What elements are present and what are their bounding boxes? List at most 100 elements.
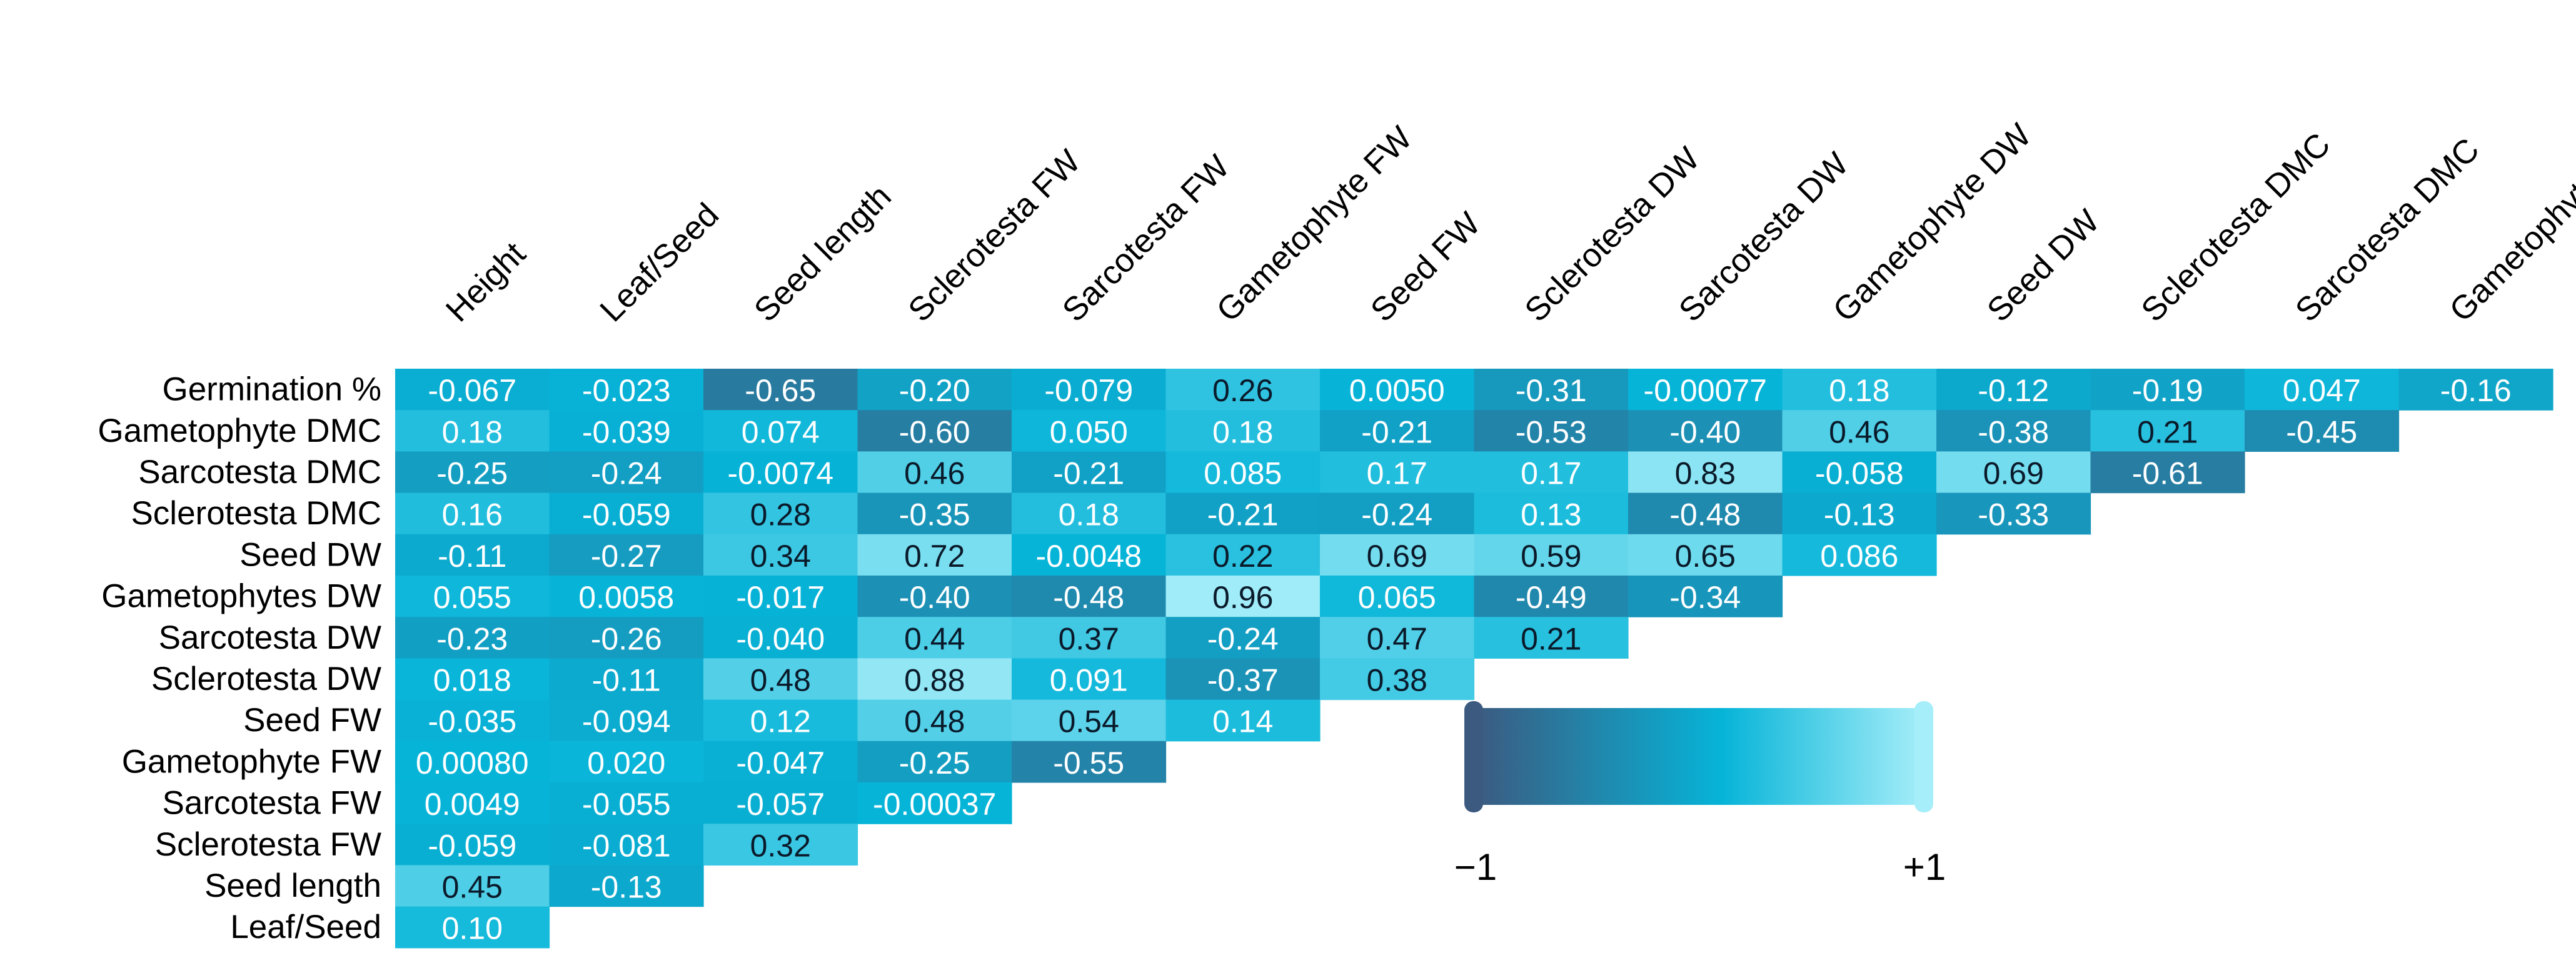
cell-rect: [857, 534, 1012, 576]
cell-rect: [1782, 410, 1937, 452]
heatmap-cell: -0.059: [549, 492, 704, 535]
cell-value: -0.48: [1053, 580, 1124, 615]
heatmap-cell: 0.46: [857, 451, 1012, 494]
cell-rect: [1320, 576, 1475, 617]
heatmap-cell: -0.65: [703, 369, 858, 411]
heatmap-cell: 0.28: [703, 492, 858, 535]
heatmap-cell: 0.21: [1474, 617, 1629, 659]
cell-value: 0.22: [1212, 539, 1273, 574]
cell-rect: [1320, 658, 1475, 701]
cell-value: -0.49: [1516, 580, 1587, 615]
heatmap-cell: -0.11: [549, 658, 704, 701]
heatmap-cell: 0.72: [857, 534, 1012, 576]
cell-rect: [1474, 492, 1629, 535]
cell-value: -0.067: [428, 373, 516, 408]
heatmap-cell: -0.60: [857, 410, 1012, 452]
row-label-leaf-seed: Leaf/Seed: [230, 909, 381, 946]
cell-rect: [1474, 534, 1629, 576]
cell-value: -0.13: [591, 870, 662, 905]
cell-value: 0.46: [1829, 414, 1889, 449]
column-label-seed-fw: Seed FW: [1364, 206, 1487, 329]
heatmap-cell: -0.13: [549, 865, 704, 907]
cell-value: 0.18: [442, 414, 503, 449]
cell-value: -0.40: [1669, 414, 1741, 449]
cell-rect: [395, 658, 550, 701]
cell-value: -0.24: [1207, 621, 1279, 656]
cell-rect: [703, 658, 858, 701]
heatmap-cell: 0.69: [1936, 451, 2091, 494]
heatmap-cell: 0.44: [857, 617, 1012, 659]
cell-value: 0.14: [1212, 704, 1273, 739]
heatmap-cell: -0.34: [1628, 576, 1783, 617]
cell-rect: [1012, 576, 1167, 617]
heatmap-cell: 0.050: [1012, 410, 1167, 452]
cell-rect: [395, 492, 550, 535]
cell-rect: [395, 576, 550, 617]
heatmap-cell: 0.48: [857, 699, 1012, 742]
cell-rect: [549, 534, 704, 576]
heatmap-cell: -0.21: [1320, 410, 1475, 452]
cell-rect: [549, 451, 704, 494]
cell-rect: [395, 410, 550, 452]
cell-rect: [2090, 369, 2245, 411]
heatmap-cell: -0.047: [703, 741, 858, 783]
heatmap-cell: -0.023: [549, 369, 704, 411]
cell-value: 0.12: [750, 704, 811, 739]
cell-rect: [1012, 658, 1167, 701]
cell-value: 0.37: [1059, 621, 1119, 656]
cell-value: -0.0048: [1035, 539, 1142, 574]
cell-value: 0.96: [1212, 580, 1273, 615]
heatmap-cell: 0.12: [703, 699, 858, 742]
cell-rect: [2090, 410, 2245, 452]
heatmap-cell: -0.55: [1012, 741, 1167, 783]
cell-value: 0.18: [1829, 373, 1889, 408]
cell-rect: [1165, 699, 1321, 742]
cell-value: 0.18: [1059, 497, 1119, 532]
heatmap-cell: -0.24: [549, 451, 704, 494]
cell-value: 0.54: [1059, 704, 1119, 739]
heatmap-cell: 0.17: [1474, 451, 1629, 494]
heatmap-cell: 0.086: [1782, 534, 1937, 576]
cell-rect: [1628, 410, 1783, 452]
cell-rect: [703, 824, 858, 866]
cell-rect: [1320, 534, 1475, 576]
legend-max-cap: [1914, 701, 1933, 812]
cell-rect: [857, 658, 1012, 701]
cell-rect: [1165, 617, 1321, 659]
heatmap-cell: -0.24: [1165, 617, 1321, 659]
heatmap-cell: -0.38: [1936, 410, 2091, 452]
heatmap-cell: -0.48: [1012, 576, 1167, 617]
cell-rect: [703, 492, 858, 535]
cell-value: -0.21: [1361, 414, 1432, 449]
cell-rect: [1936, 451, 2091, 494]
heatmap-cell: -0.035: [395, 699, 550, 742]
cell-value: -0.079: [1044, 373, 1133, 408]
heatmap-cell: -0.13: [1782, 492, 1937, 535]
cell-rect: [1012, 369, 1167, 411]
cell-rect: [549, 658, 704, 701]
cell-rect: [1012, 410, 1167, 452]
heatmap-cell: 0.26: [1165, 369, 1321, 411]
cell-rect: [1936, 492, 2091, 535]
heatmap-cell: 0.10: [395, 906, 550, 949]
cell-value: -0.34: [1669, 580, 1741, 615]
cell-value: -0.040: [736, 621, 825, 656]
heatmap-cell: -0.058: [1782, 451, 1937, 494]
row-label-seed-length: Seed length: [204, 867, 381, 904]
heatmap-cell: -0.19: [2090, 369, 2245, 411]
cell-rect: [703, 534, 858, 576]
row-label-sclerotesta-fw: Sclerotesta FW: [155, 826, 381, 863]
heatmap-cell: 0.34: [703, 534, 858, 576]
cell-value: -0.21: [1053, 456, 1124, 491]
heatmap-cell: -0.31: [1474, 369, 1629, 411]
cell-rect: [1936, 410, 2091, 452]
cell-value: 0.018: [433, 663, 511, 698]
cell-value: 0.0049: [425, 787, 520, 822]
cell-value: -0.25: [436, 456, 508, 491]
row-label-sclerotesta-dmc: Sclerotesta DMC: [131, 495, 381, 532]
cell-rect: [1165, 492, 1321, 535]
cell-value: 0.00080: [416, 746, 529, 781]
cell-value: 0.055: [433, 580, 511, 615]
cell-rect: [1012, 699, 1167, 742]
cell-value: 0.10: [442, 911, 503, 946]
